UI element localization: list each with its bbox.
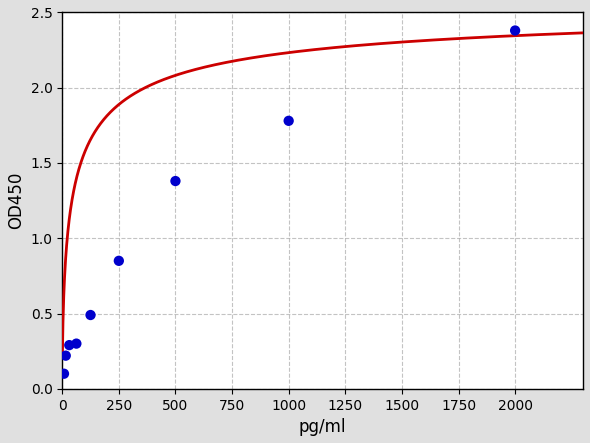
Point [114, 257, 123, 264]
X-axis label: pg/ml: pg/ml [299, 418, 346, 436]
Point [61, 352, 70, 359]
Point [59, 370, 68, 377]
Point [71, 340, 81, 347]
Point [64, 342, 74, 349]
Point [171, 178, 180, 185]
Point [86, 311, 95, 319]
Y-axis label: OD450: OD450 [7, 172, 25, 229]
Point [510, 27, 520, 34]
Point [284, 117, 293, 124]
